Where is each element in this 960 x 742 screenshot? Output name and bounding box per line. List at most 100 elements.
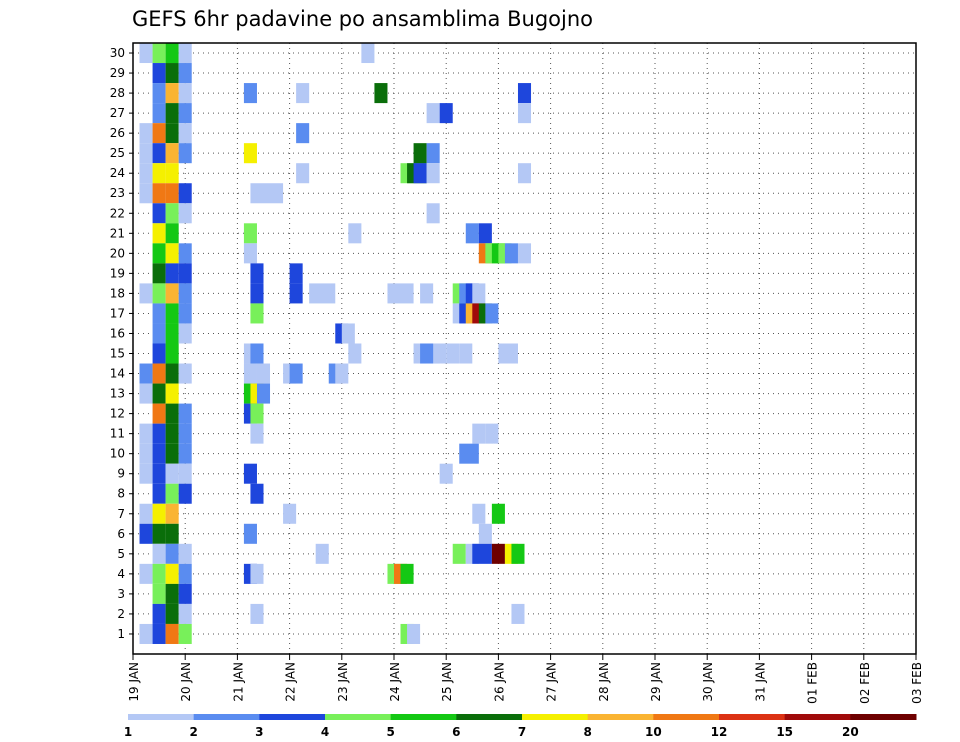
heatmap-cell bbox=[152, 503, 166, 524]
heatmap-cell bbox=[459, 343, 473, 364]
colorbar-label: 1 bbox=[124, 725, 132, 739]
y-tick-label: 17 bbox=[110, 306, 125, 320]
heatmap-cell bbox=[152, 83, 166, 104]
heatmap-cell bbox=[139, 463, 153, 484]
x-tick-label: 29 JAN bbox=[649, 662, 663, 702]
heatmap-cell bbox=[491, 503, 505, 524]
heatmap-cell bbox=[178, 423, 192, 444]
heatmap-cell bbox=[178, 403, 192, 424]
colorbar-segment bbox=[456, 714, 523, 720]
heatmap-cell bbox=[178, 263, 192, 284]
y-tick-label: 9 bbox=[117, 467, 125, 481]
y-tick-label: 3 bbox=[117, 587, 125, 601]
heatmap-cell bbox=[152, 463, 166, 484]
heatmap-cell bbox=[139, 623, 153, 644]
heatmap-cell bbox=[152, 423, 166, 444]
colorbar-segment bbox=[325, 714, 392, 720]
y-tick-label: 10 bbox=[110, 447, 125, 461]
heatmap-cell bbox=[243, 523, 257, 544]
y-tick-label: 8 bbox=[117, 487, 125, 501]
heatmap-cell bbox=[152, 523, 166, 544]
heatmap-cell bbox=[315, 543, 329, 564]
heatmap-cell bbox=[296, 163, 310, 184]
y-tick-label: 4 bbox=[117, 567, 125, 581]
heatmap-cell bbox=[152, 343, 166, 364]
heatmap-cell bbox=[165, 143, 179, 164]
colorbar-label: 3 bbox=[255, 725, 263, 739]
plot-frame bbox=[132, 42, 917, 655]
heatmap-cell bbox=[152, 323, 166, 344]
y-tick-label: 18 bbox=[110, 286, 125, 300]
colorbar-segment bbox=[653, 714, 720, 720]
heatmap-cell bbox=[152, 403, 166, 424]
heatmap-cell bbox=[178, 323, 192, 344]
heatmap-cell bbox=[243, 223, 257, 244]
x-tick-label: 28 JAN bbox=[597, 662, 611, 702]
heatmap-cell bbox=[139, 563, 153, 584]
heatmap-cell bbox=[152, 563, 166, 584]
heatmap-cell bbox=[165, 283, 179, 304]
heatmap-cell bbox=[250, 183, 284, 204]
heatmap-cell bbox=[426, 163, 440, 184]
heatmap-cell bbox=[283, 503, 297, 524]
heatmap-cell bbox=[152, 583, 166, 604]
y-tick-label: 2 bbox=[117, 607, 125, 621]
heatmap-cell bbox=[139, 183, 153, 204]
heatmap-cell bbox=[426, 143, 440, 164]
heatmap-cell bbox=[139, 443, 153, 464]
heatmap-cell bbox=[517, 243, 532, 264]
colorbar: 1 2 3 4 5 6 7 8 10 12 15 20 bbox=[124, 714, 917, 739]
heatmap-cell bbox=[152, 263, 166, 284]
heatmap-cell bbox=[178, 123, 192, 144]
heatmap-cell bbox=[152, 623, 166, 644]
heatmap-cell bbox=[165, 483, 179, 504]
heatmap-cell bbox=[165, 363, 179, 384]
heatmap-cell bbox=[439, 463, 453, 484]
chart-title: GEFS 6hr padavine po ansamblima Bugojno bbox=[132, 7, 593, 31]
heatmap-cell bbox=[139, 503, 153, 524]
y-tick-label: 12 bbox=[110, 407, 125, 421]
x-tick-label: 02 FEB bbox=[858, 662, 872, 704]
x-tick-label: 30 JAN bbox=[701, 662, 715, 702]
x-tick-label: 03 FEB bbox=[910, 662, 924, 704]
heatmap-cell bbox=[289, 283, 303, 304]
heatmap-cell bbox=[165, 323, 179, 344]
heatmap-cell bbox=[517, 103, 532, 124]
heatmap-cell bbox=[178, 563, 192, 584]
colorbar-label: 6 bbox=[452, 725, 460, 739]
y-tick-label: 22 bbox=[110, 206, 125, 220]
heatmap-cell bbox=[178, 103, 192, 124]
heatmap-cell bbox=[504, 243, 518, 264]
x-tick-label: 21 JAN bbox=[231, 662, 245, 702]
heatmap-cell bbox=[413, 143, 427, 164]
x-tick-label: 19 JAN bbox=[127, 662, 141, 702]
heatmap-cell bbox=[250, 423, 264, 444]
y-tick-label: 11 bbox=[110, 427, 125, 441]
heatmap-cell bbox=[296, 123, 310, 144]
heatmap-cell bbox=[165, 503, 179, 524]
heatmap-cell bbox=[139, 363, 153, 384]
heatmap-cell bbox=[439, 103, 453, 124]
heatmap-cell bbox=[152, 303, 166, 324]
y-tick-label: 20 bbox=[110, 246, 125, 260]
heatmap-cell bbox=[178, 183, 192, 204]
colorbar-segment bbox=[850, 714, 917, 720]
heatmap-cell bbox=[165, 563, 179, 584]
heatmap-cell bbox=[165, 543, 179, 564]
heatmap-cell bbox=[491, 543, 505, 564]
heatmap-cell bbox=[165, 263, 179, 284]
colorbar-segment bbox=[522, 714, 589, 720]
heatmap-cell bbox=[465, 223, 479, 244]
heatmap-cell bbox=[165, 123, 179, 144]
y-tick-label: 16 bbox=[110, 326, 125, 340]
heatmap-cell bbox=[152, 63, 166, 84]
y-axis-ticks: 1234567891011121314151617181920212223242… bbox=[110, 46, 133, 641]
heatmap-cell bbox=[165, 183, 179, 204]
colorbar-label: 8 bbox=[583, 725, 591, 739]
y-tick-label: 30 bbox=[110, 46, 125, 60]
heatmap-cell bbox=[250, 603, 264, 624]
heatmap-cell bbox=[472, 543, 492, 564]
heatmap-cell bbox=[452, 543, 466, 564]
heatmap-cell bbox=[478, 523, 492, 544]
heatmap-cell bbox=[335, 363, 349, 384]
